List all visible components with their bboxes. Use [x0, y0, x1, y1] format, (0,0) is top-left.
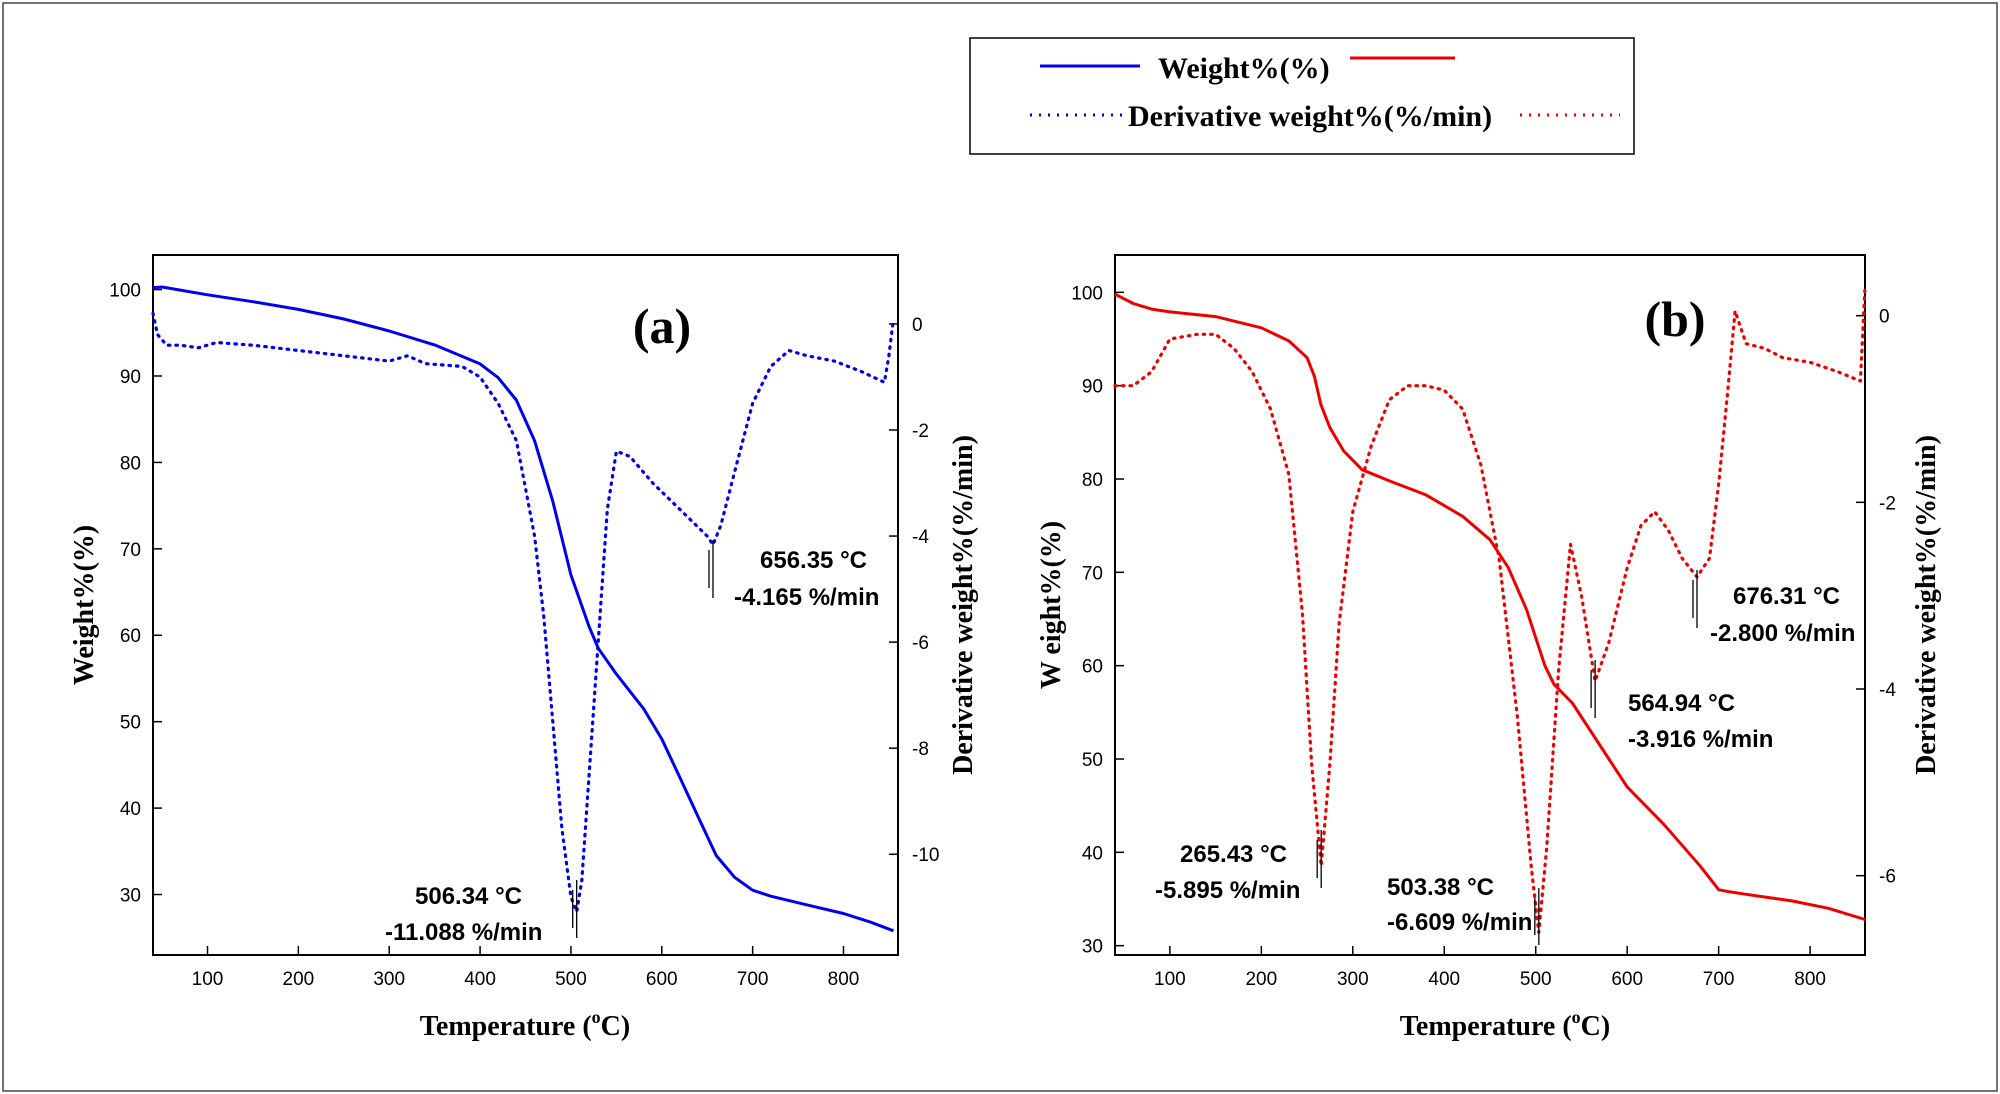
peak-rate-label-b: -6.609 %/min: [1387, 909, 1532, 936]
y-left-tick-label-b: 40: [1082, 843, 1103, 864]
x-tick-label-b: 400: [1428, 969, 1460, 990]
y-left-tick-label-b: 90: [1082, 377, 1103, 398]
x-tick-label-a: 300: [373, 969, 405, 990]
peak-rate-label-b: -2.800 %/min: [1710, 620, 1855, 647]
y-left-tick-label-a: 50: [120, 713, 141, 734]
peak-rate-label-b: -5.895 %/min: [1155, 877, 1300, 904]
y-left-tick-label-a: 70: [120, 540, 141, 561]
y-axis-right-label-b: Derivative weight%(%/min): [1911, 435, 1942, 775]
y-right-tick-label-a: -2: [912, 421, 929, 442]
y-left-tick-label-b: 50: [1082, 750, 1103, 771]
y-axis-right-label-a: Derivative weight%(%/min): [948, 435, 979, 775]
y-right-tick-label-a: -10: [912, 845, 939, 866]
y-right-tick-label-a: -6: [912, 633, 929, 654]
peak-temp-label-b: 503.38 °C: [1387, 874, 1494, 901]
x-tick-label-a: 500: [555, 969, 587, 990]
x-tick-label-a: 400: [464, 969, 496, 990]
x-tick-label-a: 100: [192, 969, 224, 990]
y-axis-left-label-b: W eight%(%): [1036, 521, 1067, 689]
legend: Weight%(%) Derivative weight%(%/min): [969, 37, 1635, 155]
legend-box: [969, 37, 1635, 155]
legend-derivative-label: Derivative weight%(%/min): [1128, 100, 1492, 133]
y-left-tick-label-a: 80: [120, 453, 141, 474]
y-left-tick-label-a: 90: [120, 367, 141, 388]
x-tick-label-b: 600: [1611, 969, 1643, 990]
peak-rate-label-a: -4.165 %/min: [734, 584, 879, 611]
peak-rate-label-b: -3.916 %/min: [1628, 726, 1773, 753]
x-tick-label-b: 200: [1245, 969, 1277, 990]
chart-panel-b: 100 200 300 400 500 600 700 800 30 40 50 60 70 80 90 10…: [1036, 254, 1942, 1042]
peak-temp-label-b: 676.31 °C: [1733, 583, 1840, 610]
y-right-tick-label-a: -8: [912, 739, 929, 760]
y-left-tick-label-a: 40: [120, 799, 141, 820]
x-tick-label-a: 600: [646, 969, 678, 990]
y-right-tick-label-b: -6: [1879, 867, 1896, 888]
derivative-line-a: [151, 311, 896, 914]
peak-temp-label-a: 656.35 °C: [760, 547, 867, 574]
x-tick-label-b: 300: [1337, 969, 1369, 990]
x-tick-label-b: 800: [1794, 969, 1826, 990]
y-right-tick-label-b: -2: [1879, 493, 1896, 514]
x-tick-label-a: 200: [283, 969, 315, 990]
y-right-tick-label-b: -4: [1879, 680, 1896, 701]
x-tick-label-b: 500: [1520, 969, 1552, 990]
plot-area-b: [1114, 254, 1866, 956]
y-left-tick-label-b: 30: [1082, 937, 1103, 958]
y-left-tick-label-b: 70: [1082, 563, 1103, 584]
x-axis-label-a: Temperature (oC): [420, 1007, 630, 1042]
y-left-tick-label-b: 60: [1082, 657, 1103, 678]
plot-area-a: [152, 254, 899, 956]
y-left-tick-label-a: 30: [120, 886, 141, 907]
peak-temp-label-b: 564.94 °C: [1628, 690, 1735, 717]
y-right-tick-label-b: 0: [1879, 307, 1890, 328]
derivative-line-b: [1113, 286, 1867, 935]
y-left-tick-label-a: 60: [120, 626, 141, 647]
y-right-tick-label-a: 0: [912, 315, 923, 336]
x-tick-label-a: 700: [737, 969, 769, 990]
y-right-tick-label-a: -4: [912, 527, 929, 548]
panel-label-a: (a): [633, 298, 691, 354]
legend-weight-label: Weight%(%): [1158, 52, 1330, 85]
panel-label-b: (b): [1644, 291, 1705, 347]
x-tick-label-a: 800: [828, 969, 860, 990]
x-tick-label-b: 700: [1703, 969, 1735, 990]
y-left-tick-label-a: 100: [109, 281, 141, 302]
x-tick-label-b: 100: [1154, 969, 1186, 990]
x-axis-label-b: Temperature (oC): [1400, 1007, 1610, 1042]
peak-temp-label-a: 506.34 °C: [415, 883, 522, 910]
chart-panel-a: 100 200 300 400 500 600 700 800 30 40 50 60 70 80 90 10…: [69, 254, 979, 1042]
y-left-tick-label-b: 100: [1071, 283, 1103, 304]
y-left-tick-label-b: 80: [1082, 470, 1103, 491]
weight-line-a: [152, 285, 895, 933]
peak-rate-label-a: -11.088 %/min: [385, 919, 542, 946]
y-axis-left-label-a: Weight%(%): [69, 525, 100, 685]
peak-temp-label-b: 265.43 °C: [1180, 841, 1287, 868]
